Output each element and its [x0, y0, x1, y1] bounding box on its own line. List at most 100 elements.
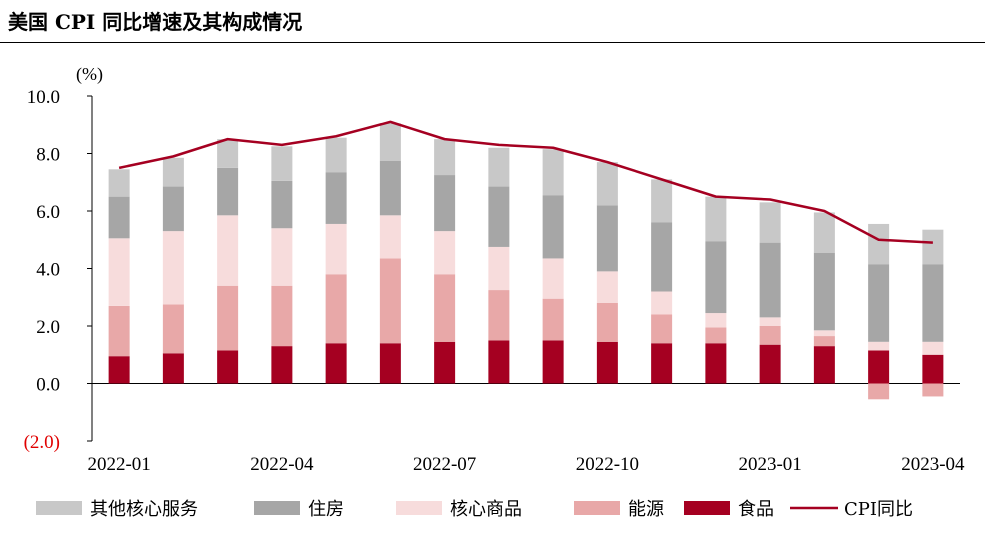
bar-segment-住房-2022-08 — [488, 186, 510, 247]
bar-segment-核心商品-2023-03 — [868, 341, 890, 351]
bar-segment-住房-2023-03 — [868, 264, 890, 342]
bar-segment-能源-2022-03 — [217, 285, 239, 351]
bar-segment-住房-2023-04 — [922, 264, 944, 342]
y-tick-label: 4.0 — [36, 260, 60, 281]
bar-segment-住房-2022-10 — [596, 205, 618, 272]
bar-segment-核心商品-2022-07 — [434, 231, 456, 275]
bar-segment-住房-2022-03 — [217, 167, 239, 216]
x-tick-label: 2023-01 — [738, 454, 801, 475]
legend-label-其他核心服务: 其他核心服务 — [90, 499, 198, 520]
bar-segment-住房-2022-01 — [108, 196, 130, 239]
bar-segment-能源-2022-09 — [542, 298, 564, 341]
chart-title: 美国 CPI 同比增速及其构成情况 — [8, 10, 303, 34]
bar-segment-其他核心服务-2022-07 — [434, 139, 456, 176]
bar-segment-核心商品-2023-01 — [759, 317, 781, 326]
bar-segment-核心商品-2022-11 — [651, 291, 673, 315]
bar-segment-核心商品-2022-10 — [596, 271, 618, 303]
bar-segment-食品-2022-10 — [596, 341, 618, 384]
x-tick-label: 2022-07 — [413, 454, 476, 475]
bar-segment-食品-2022-07 — [434, 341, 456, 384]
x-tick-label: 2022-01 — [87, 454, 150, 475]
y-unit-label: (%) — [76, 64, 103, 85]
bar-segment-食品-2023-04 — [922, 354, 944, 384]
y-tick-label: (2.0) — [24, 432, 60, 453]
y-tick-label: 2.0 — [36, 317, 60, 338]
bar-segment-其他核心服务-2022-04 — [271, 146, 293, 181]
bar-segment-能源-2022-04 — [271, 285, 293, 347]
bar-segment-能源-2023-02 — [813, 336, 835, 347]
bar-segment-住房-2022-05 — [325, 172, 347, 224]
y-tick-label: 0.0 — [36, 375, 60, 396]
bar-segment-食品-2022-09 — [542, 340, 564, 384]
bar-segment-住房-2022-06 — [379, 160, 401, 216]
bar-segment-其他核心服务-2022-10 — [596, 162, 618, 206]
bar-segment-能源-2022-06 — [379, 258, 401, 344]
bar-segment-住房-2022-11 — [651, 222, 673, 292]
legend-swatch-住房 — [254, 501, 300, 515]
bar-segment-食品-2022-02 — [162, 353, 184, 384]
bar-segment-食品-2022-08 — [488, 340, 510, 384]
bar-segment-住房-2022-12 — [705, 241, 727, 314]
bar-segment-能源-2022-07 — [434, 274, 456, 342]
bar-segment-能源-2022-01 — [108, 305, 130, 357]
bar-segment-其他核心服务-2022-03 — [217, 139, 239, 168]
cpi-line — [118, 120, 933, 244]
legend-label-cpi: CPI同比 — [844, 499, 913, 520]
cpi-line-path — [118, 120, 933, 244]
bar-segment-核心商品-2022-05 — [325, 223, 347, 275]
bar-segment-能源-2023-03 — [868, 383, 890, 400]
bar-segment-核心商品-2022-08 — [488, 246, 510, 291]
bar-segment-住房-2023-02 — [813, 252, 835, 331]
legend-label-食品: 食品 — [738, 499, 774, 520]
bar-segment-其他核心服务-2022-06 — [379, 123, 401, 161]
bar-segment-食品-2022-03 — [217, 350, 239, 384]
stacked-bars — [108, 123, 944, 400]
bar-segment-食品-2023-02 — [813, 346, 835, 384]
bar-segment-其他核心服务-2022-05 — [325, 137, 347, 173]
bar-segment-其他核心服务-2023-03 — [868, 223, 890, 265]
bar-segment-能源-2022-02 — [162, 304, 184, 354]
bar-segment-能源-2022-10 — [596, 303, 618, 342]
bar-segment-住房-2022-04 — [271, 180, 293, 229]
bar-segment-核心商品-2023-02 — [813, 330, 835, 337]
legend-label-能源: 能源 — [628, 499, 664, 520]
bar-segment-食品-2023-03 — [868, 350, 890, 384]
bar-segment-其他核心服务-2022-02 — [162, 157, 184, 187]
legend-label-住房: 住房 — [308, 499, 344, 520]
bar-segment-食品-2022-12 — [705, 343, 727, 384]
bar-segment-核心商品-2022-12 — [705, 313, 727, 328]
bar-segment-其他核心服务-2023-01 — [759, 202, 781, 243]
bar-segment-其他核心服务-2022-12 — [705, 196, 727, 242]
bar-segment-能源-2022-11 — [651, 314, 673, 344]
y-tick-label: 10.0 — [27, 87, 60, 108]
legend-swatch-能源 — [574, 501, 620, 515]
legend-label-核心商品: 核心商品 — [450, 499, 522, 520]
bar-segment-核心商品-2022-03 — [217, 215, 239, 286]
bar-segment-其他核心服务-2022-09 — [542, 149, 564, 196]
bar-segment-住房-2022-02 — [162, 186, 184, 232]
bar-segment-其他核心服务-2023-04 — [922, 229, 944, 265]
x-axis-ticks: 2022-01 2022-04 2022-07 2022-10 2023-01 2023-… — [87, 454, 965, 475]
legend-swatch-食品 — [684, 501, 730, 515]
bar-segment-其他核心服务-2023-02 — [813, 212, 835, 253]
bar-segment-核心商品-2022-01 — [108, 238, 130, 306]
y-tick-label: 6.0 — [36, 202, 60, 223]
bar-segment-住房-2023-01 — [759, 242, 781, 318]
bar-segment-核心商品-2022-04 — [271, 228, 293, 286]
bar-segment-食品-2022-11 — [651, 343, 673, 384]
bar-segment-食品-2022-06 — [379, 343, 401, 384]
x-tick-label: 2022-10 — [576, 454, 639, 475]
bar-segment-能源-2022-12 — [705, 327, 727, 344]
bar-segment-食品-2023-01 — [759, 344, 781, 384]
title-rule — [0, 42, 985, 43]
bar-segment-食品-2022-04 — [271, 346, 293, 384]
legend: 其他核心服务 住房 核心商品 能源 食品 CPI同比 — [36, 499, 913, 520]
bar-segment-能源-2022-05 — [325, 274, 347, 344]
x-tick-label: 2023-04 — [901, 454, 965, 475]
bar-segment-核心商品-2022-02 — [162, 231, 184, 305]
legend-swatch-核心商品 — [396, 501, 442, 515]
y-tick-label: 8.0 — [36, 145, 60, 166]
bar-segment-其他核心服务-2022-11 — [651, 179, 673, 223]
bar-segment-核心商品-2022-06 — [379, 215, 401, 259]
